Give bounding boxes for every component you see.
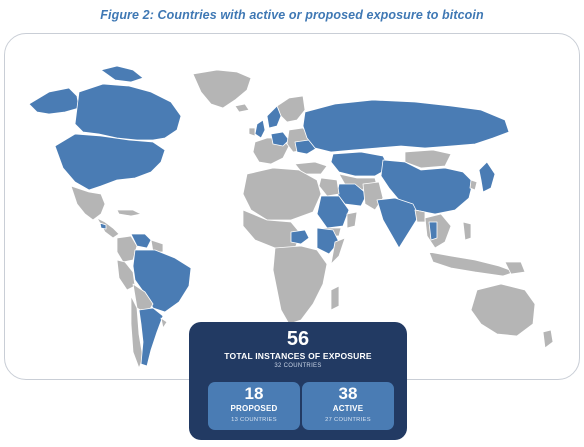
country-usa: [54, 133, 166, 191]
proposed-number: 18: [244, 384, 264, 403]
active-countries-label: 27 COUNTRIES: [325, 417, 371, 423]
country-korea: [469, 179, 478, 191]
country-new-zealand: [542, 329, 554, 349]
world-map-svg: [28, 65, 554, 369]
country-norway: [266, 105, 282, 129]
country-guianas: [150, 239, 164, 253]
country-japan: [478, 161, 496, 193]
figure-title: Figure 2: Countries with active or propo…: [100, 8, 484, 22]
country-oman: [346, 211, 358, 229]
country-scandinavia: [276, 95, 306, 123]
country-argentina: [138, 307, 164, 367]
country-se-asia: [424, 213, 452, 249]
country-el-salvador: [99, 222, 107, 230]
country-somalia: [330, 237, 346, 265]
country-venezuela: [130, 233, 152, 249]
country-iraq: [318, 177, 340, 197]
country-china: [380, 159, 474, 215]
country-kazakhstan: [330, 151, 390, 177]
exposure-stats-card: 56 TOTAL INSTANCES OF EXPOSURE 32 COUNTR…: [189, 322, 407, 440]
proposed-countries-label: 13 COUNTRIES: [231, 417, 277, 423]
country-uk: [254, 119, 266, 139]
proposed-card: 18 PROPOSED 13 COUNTRIES: [208, 382, 300, 430]
country-bangladesh: [414, 209, 426, 223]
country-indonesia: [428, 251, 516, 277]
country-canada-islands: [100, 65, 144, 83]
world-map: [4, 33, 580, 380]
country-philippines: [462, 221, 472, 241]
country-india: [376, 197, 420, 249]
active-card: 38 ACTIVE 27 COUNTRIES: [302, 382, 394, 430]
active-label: ACTIVE: [332, 404, 364, 413]
total-instances-label: TOTAL INSTANCES OF EXPOSURE: [224, 351, 372, 361]
country-colombia: [116, 235, 138, 263]
country-alaska: [28, 87, 80, 115]
country-saudi-arabia: [316, 195, 350, 229]
country-peru: [116, 259, 136, 291]
total-countries-label: 32 COUNTRIES: [274, 363, 322, 369]
country-thailand: [428, 221, 438, 241]
country-southern-africa: [272, 245, 328, 325]
active-number: 38: [338, 384, 358, 403]
country-uruguay: [160, 317, 168, 329]
country-north-africa: [242, 167, 322, 221]
country-russia: [302, 99, 510, 153]
country-greenland: [192, 69, 252, 109]
country-central-america: [96, 217, 120, 239]
proposed-label: PROPOSED: [230, 404, 278, 413]
country-iceland: [234, 103, 250, 113]
total-instances-number: 56: [286, 328, 310, 350]
country-caribbean: [116, 209, 142, 217]
country-central-europe: [270, 131, 290, 147]
country-png: [504, 261, 526, 275]
country-madagascar: [330, 285, 340, 311]
country-canada: [74, 83, 182, 141]
country-central-african-republic: [290, 229, 310, 245]
country-mexico: [70, 185, 106, 221]
country-australia: [470, 283, 536, 337]
country-ireland: [248, 127, 256, 137]
